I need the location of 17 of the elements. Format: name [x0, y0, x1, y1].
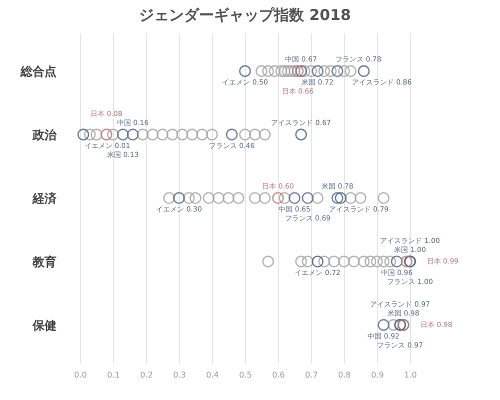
y-tick-label: 保健	[32, 318, 56, 332]
y-tick-label: 総合点	[20, 64, 56, 79]
x-tick-label: 0.9	[371, 370, 384, 380]
x-tick-label: 0.2	[140, 370, 153, 380]
x-tick-label: 0.7	[305, 370, 318, 380]
y-tick-label: 政治	[32, 128, 58, 142]
chart-title: ジェンダーギャップ指数 2018	[139, 6, 351, 24]
x-tick-label: 0.5	[239, 370, 252, 380]
x-tick-label: 0.8	[338, 370, 351, 380]
x-tick-label: 0.6	[272, 370, 285, 380]
x-tick-label: 0.0	[74, 370, 87, 380]
x-tick-label: 0.3	[173, 370, 186, 380]
x-tick-label: 1.0	[404, 370, 417, 380]
x-tick-label: 0.1	[107, 370, 120, 380]
y-tick-label: 経済	[32, 192, 58, 206]
y-tick-label: 教育	[32, 254, 56, 269]
x-tick-label: 0.4	[206, 370, 219, 380]
